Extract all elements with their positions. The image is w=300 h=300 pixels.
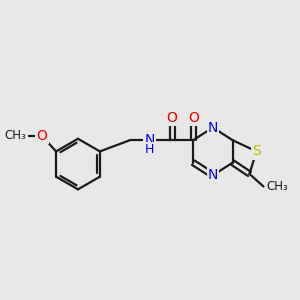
Text: N: N	[145, 133, 155, 147]
Text: H: H	[145, 143, 154, 156]
Text: S: S	[252, 144, 261, 158]
Text: CH₃: CH₃	[267, 180, 289, 193]
Text: N: N	[208, 168, 218, 182]
Text: CH₃: CH₃	[4, 129, 26, 142]
Text: O: O	[37, 129, 47, 143]
Text: O: O	[188, 111, 199, 125]
Text: O: O	[167, 111, 178, 125]
Text: N: N	[208, 121, 218, 134]
